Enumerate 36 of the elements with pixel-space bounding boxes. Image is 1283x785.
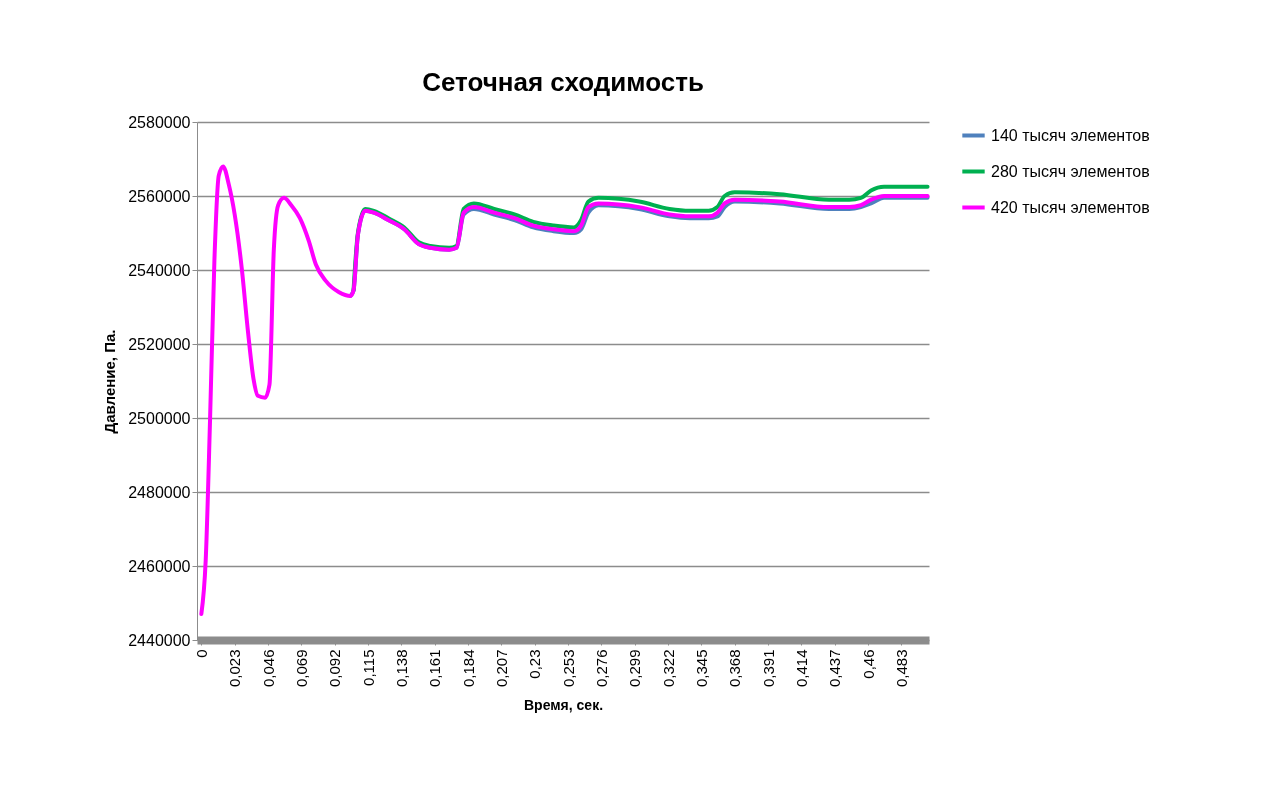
x-tick-label: 0,253	[559, 649, 577, 688]
x-tick-label: 0,023	[226, 649, 244, 688]
x-tick-label: 0,115	[359, 649, 377, 686]
legend-label: 140 тысяч элементов	[991, 126, 1150, 144]
x-tick-label: 0,345	[692, 649, 710, 688]
x-tick-label: 0	[192, 649, 210, 658]
x-tick-label: 0,391	[759, 649, 777, 688]
y-tick-label: 2460000	[128, 557, 191, 575]
y-tick-label: 2540000	[128, 261, 191, 279]
x-tick-label: 0,437	[826, 649, 844, 688]
y-tick-label: 2480000	[128, 483, 191, 501]
x-tick-label: 0,46	[859, 649, 877, 679]
y-tick-label: 2440000	[128, 631, 191, 649]
x-tick-label: 0,069	[292, 649, 310, 688]
y-tick-label: 2500000	[128, 409, 191, 427]
x-axis-title: Время, сек.	[523, 697, 604, 714]
x-tick-label: 0,138	[392, 649, 410, 688]
y-axis-title: Давление, Па.	[101, 329, 119, 434]
x-tick-label: 0,483	[892, 649, 910, 688]
x-tick-label: 0,322	[659, 649, 677, 688]
x-tick-label: 0,276	[592, 649, 610, 688]
y-tick-label: 2560000	[128, 187, 191, 205]
x-tick-label: 0,299	[626, 649, 644, 688]
x-tick-label: 0,23	[526, 649, 544, 679]
y-tick-label: 2580000	[128, 113, 191, 131]
legend-label: 420 тысяч элементов	[991, 198, 1150, 216]
chart-title: Сеточная сходимость	[422, 67, 704, 97]
x-tick-label: 0,207	[492, 649, 510, 688]
x-tick-label: 0,161	[426, 649, 444, 688]
x-tick-label: 0,046	[259, 649, 277, 688]
x-tick-label: 0,368	[726, 649, 744, 688]
x-tick-label: 0,184	[459, 649, 477, 688]
legend-label: 280 тысяч элементов	[991, 162, 1150, 180]
x-tick-label: 0,092	[326, 649, 344, 688]
x-tick-label: 0,414	[792, 649, 810, 688]
y-tick-label: 2520000	[128, 335, 191, 353]
